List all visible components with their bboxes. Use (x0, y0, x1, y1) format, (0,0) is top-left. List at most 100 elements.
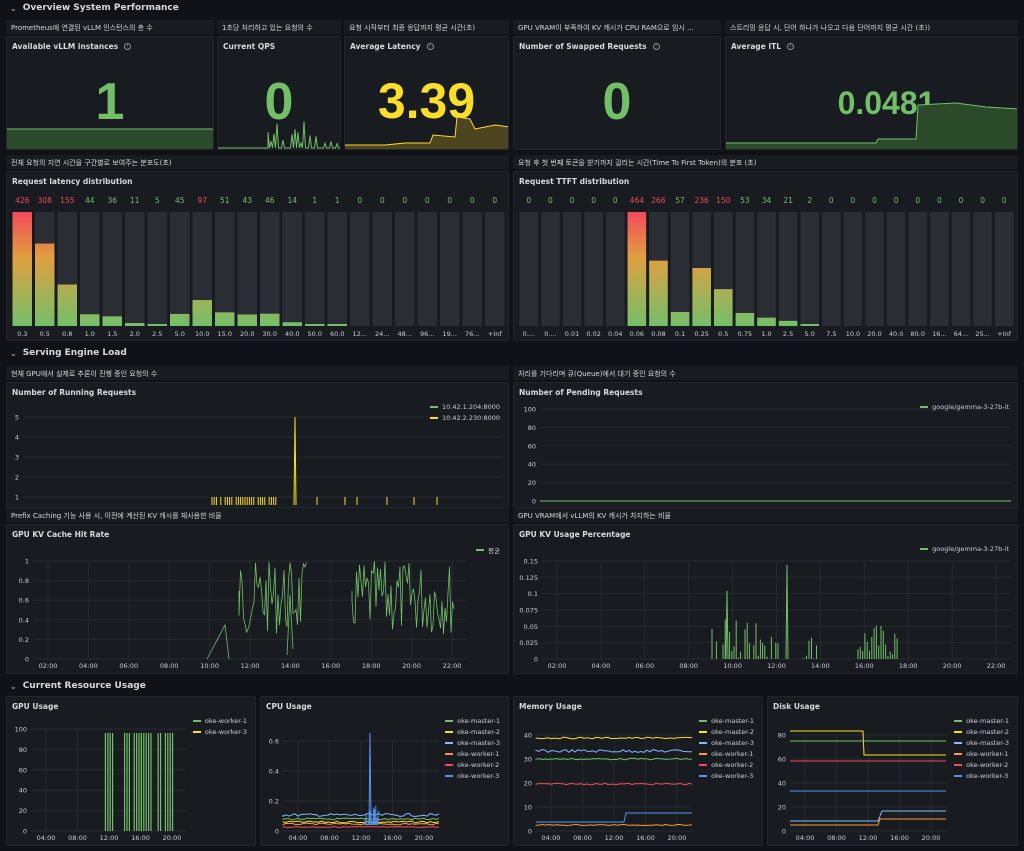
panel-average-latency[interactable]: Average Latency i 3.39 (344, 36, 509, 150)
legend-item[interactable]: google/gemma-3-27b-it (920, 403, 1009, 411)
y-tick-label: 20 (524, 780, 532, 788)
panel-pending-requests[interactable]: Number of Pending Requests 100 80 60 40 20 0 … (513, 382, 1018, 508)
panel-current-qps[interactable]: Current QPS 0 (217, 36, 341, 150)
legend-item[interactable]: 10.42.1.204:8000 (429, 403, 500, 411)
bar-category-label: 76... (465, 330, 479, 338)
y-tick-label: 0 (528, 828, 532, 836)
series-line (206, 561, 455, 660)
series-line (535, 782, 693, 786)
y-tick-label: 0.2 (269, 798, 279, 806)
info-icon[interactable]: i (426, 43, 434, 50)
bar-category-label: 25... (975, 330, 989, 338)
panel-title: Average Latency (350, 42, 421, 51)
legend-item[interactable]: oke-master-2 (445, 728, 500, 736)
timeseries-chart: 0.6 0.4 0.2 0 04:00 08:00 12:00 16:00 20:00 (269, 732, 440, 842)
y-tick-label: 100 (15, 726, 27, 734)
bar (627, 212, 647, 326)
legend-item[interactable]: oke-worker-1 (699, 750, 754, 758)
info-icon[interactable]: i (652, 43, 660, 50)
legend-item[interactable]: oke-master-3 (699, 739, 754, 747)
legend-item[interactable]: oke-worker-2 (699, 761, 754, 769)
legend-item[interactable]: oke-master-2 (699, 728, 754, 736)
y-tick-label: 0.6 (269, 738, 279, 746)
legend-swatch (429, 406, 438, 408)
legend: oke-master-1 oke-master-2 oke-master-3 oke-… (699, 717, 754, 783)
bar-value-label: 150 (716, 196, 731, 205)
bar-category-label: 16... (932, 330, 946, 338)
legend-item[interactable]: oke-master-3 (954, 739, 1009, 747)
legend-label: oke-master-2 (457, 728, 500, 736)
y-tick-label: 0 (23, 828, 27, 836)
desc-qps: 1초당 처리하고 있는 요청의 수 (217, 20, 341, 34)
panel-available-instances[interactable]: Available vLLM instances i 1 (6, 36, 214, 150)
series-line (535, 736, 693, 740)
legend-swatch (954, 731, 963, 733)
bar-value-label: 43 (242, 196, 252, 205)
legend-item[interactable]: 평균 (476, 545, 500, 555)
legend-item[interactable]: oke-worker-2 (445, 761, 500, 769)
x-tick-label: 08:00 (320, 834, 339, 842)
panel-ttft-distribution[interactable]: Request TTFT distribution 0 0.... 0 0.... 0 0… (513, 171, 1018, 341)
legend-item[interactable]: oke-worker-3 (192, 728, 247, 736)
bar-value-label: 0 (915, 196, 920, 205)
legend-label: google/gemma-3-27b-it (932, 545, 1009, 553)
bar (778, 320, 798, 326)
row-serving[interactable]: ⌄ Serving Engine Load (0, 345, 127, 361)
panel-running-requests[interactable]: Number of Running Requests 5 4 3 2 1 10.42.1… (6, 382, 509, 508)
y-tick-label: 100 (524, 406, 536, 414)
legend-item[interactable]: oke-worker-3 (699, 772, 754, 780)
row-title: Serving Engine Load (22, 348, 127, 358)
timeseries-chart: 5 4 3 2 1 (15, 414, 502, 506)
row-resource[interactable]: ⌄ Current Resource Usage (0, 678, 146, 694)
bar-category-label: 40.0 (285, 330, 299, 338)
desc-running: 현재 GPU에서 실제로 추론이 진행 중인 요청의 수 (6, 366, 509, 380)
legend-item[interactable]: oke-worker-3 (445, 772, 500, 780)
bar-category-label: 96... (420, 330, 434, 338)
legend-label: oke-worker-3 (966, 772, 1009, 780)
panel-disk-usage[interactable]: Disk Usage 80 60 40 20 0 04:00 08:00 12:00 16:00… (767, 696, 1018, 846)
row-title: Overview System Performance (22, 3, 179, 13)
bar (80, 314, 100, 326)
panel-swapped-requests[interactable]: Number of Swapped Requests i 0 (513, 36, 721, 150)
panel-average-itl[interactable]: Average ITL i 0.0481 (725, 36, 1018, 150)
bar-value-label: 36 (107, 196, 117, 205)
x-tick-label: 12:00 (352, 834, 371, 842)
bar-value-label: 0 (526, 196, 531, 205)
sparkline (7, 128, 213, 149)
legend: oke-worker-1 oke-worker-3 (192, 717, 247, 739)
legend-item[interactable]: oke-worker-1 (954, 750, 1009, 758)
timeseries-chart: 100 80 60 40 20 0 (524, 406, 1011, 506)
panel-cpu-usage[interactable]: CPU Usage 0.6 0.4 0.2 0 04:00 08:00 12:00 16:00… (260, 696, 509, 846)
panel-title: GPU Usage (12, 702, 59, 711)
panel-gpu-usage[interactable]: GPU Usage 100 80 60 40 20 0 04:00 08:00 12:00 16:… (6, 696, 256, 846)
y-tick-label: 30 (524, 756, 532, 764)
panel-title: Average ITL (731, 42, 782, 51)
panel-latency-distribution[interactable]: Request latency distribution 426 0.3 308 0.… (6, 171, 509, 341)
panel-memory-usage[interactable]: Memory Usage 40 30 20 10 0 04:00 08:00 12:00 16:… (513, 696, 763, 846)
panel-kv-cache-hit-rate[interactable]: GPU KV Cache Hit Rate 1 0.8 0.6 0.4 0.2 0 02:0… (6, 524, 509, 674)
legend-item[interactable]: google/gemma-3-27b-it (920, 545, 1009, 553)
info-icon[interactable]: i (787, 43, 795, 50)
legend-item[interactable]: oke-master-2 (954, 728, 1009, 736)
bar-value-label: 1 (335, 196, 340, 205)
legend-item[interactable]: oke-worker-3 (954, 772, 1009, 780)
info-icon[interactable]: i (124, 43, 132, 50)
legend: oke-master-1 oke-master-2 oke-master-3 oke-… (445, 717, 500, 783)
legend-item[interactable]: oke-master-1 (954, 717, 1009, 725)
legend-item[interactable]: 10.42.2.230:8000 (429, 414, 500, 422)
legend-item[interactable]: oke-master-3 (445, 739, 500, 747)
legend-item[interactable]: oke-master-1 (445, 717, 500, 725)
legend-item[interactable]: oke-worker-2 (954, 761, 1009, 769)
x-tick-label: 04:00 (542, 834, 561, 842)
row-overview[interactable]: ⌄ Overview System Performance (0, 0, 179, 16)
legend-swatch (954, 775, 963, 777)
panel-kv-usage-percentage[interactable]: GPU KV Usage Percentage 0.15 0.125 0.1 0.07… (513, 524, 1018, 674)
legend-item[interactable]: oke-worker-1 (192, 717, 247, 725)
legend-item[interactable]: oke-master-1 (699, 717, 754, 725)
legend-item[interactable]: oke-worker-1 (445, 750, 500, 758)
bar (757, 317, 776, 326)
y-tick-label: 0.025 (519, 639, 538, 647)
bar-value-label: 0 (357, 196, 362, 205)
bar-value-label: 0 (425, 196, 430, 205)
bar-value-label: 0 (894, 196, 899, 205)
